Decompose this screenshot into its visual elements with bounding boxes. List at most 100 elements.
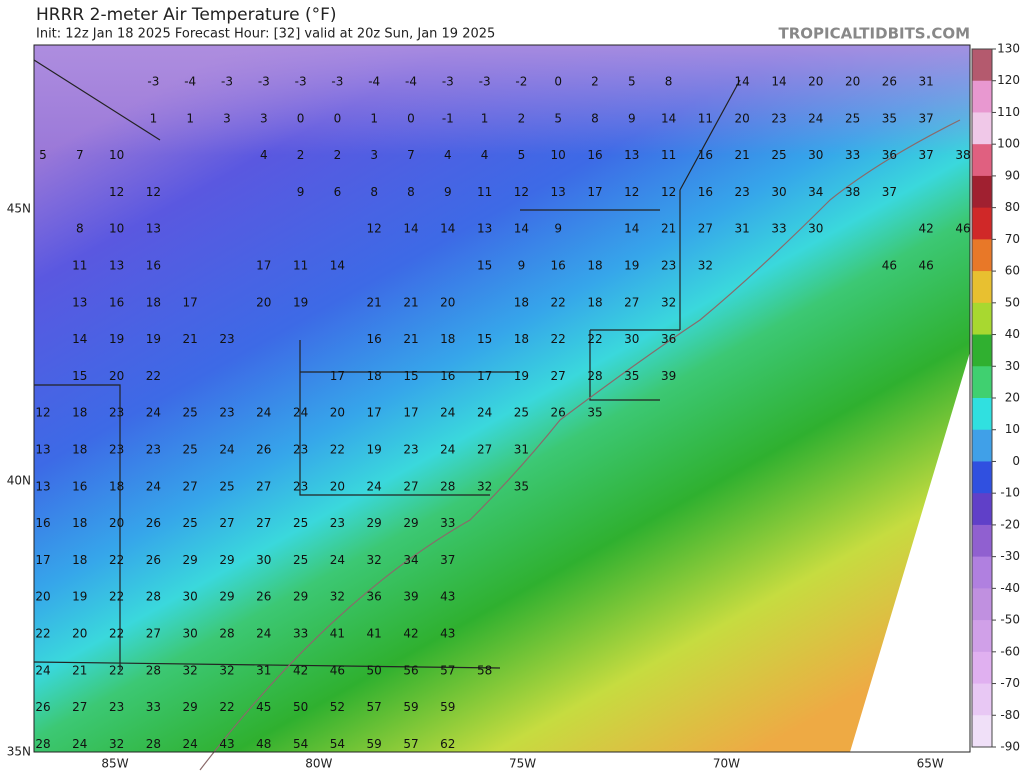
temperature-value: 31: [919, 75, 934, 89]
temperature-value: 14: [735, 75, 750, 89]
temperature-value: 46: [330, 663, 345, 677]
temperature-value: -3: [147, 75, 159, 89]
temperature-value: 19: [514, 369, 529, 383]
temperature-value: 18: [72, 406, 87, 420]
temperature-value: 18: [72, 553, 87, 567]
temperature-value: 59: [403, 700, 418, 714]
colorbar-segment: [972, 271, 992, 304]
map-frame: [33, 44, 971, 753]
temperature-value: 23: [293, 479, 308, 493]
temperature-value: 17: [183, 295, 198, 309]
temperature-value: 26: [146, 553, 161, 567]
temperature-value: 25: [771, 148, 786, 162]
temperature-value: 0: [554, 75, 562, 89]
no-data-area: [850, 352, 970, 752]
temperature-value: 16: [698, 148, 713, 162]
temperature-value: 28: [146, 737, 161, 751]
temperature-value: 37: [919, 148, 934, 162]
colorbar-segment: [972, 524, 992, 558]
temperature-value: 7: [407, 148, 415, 162]
temperature-value: 20: [35, 590, 50, 604]
temperature-value: 12: [624, 185, 639, 199]
temperature-value: 57: [367, 700, 382, 714]
temperature-value: 14: [771, 75, 786, 89]
temperature-value: 24: [72, 737, 87, 751]
temperature-value: 25: [183, 443, 198, 457]
temperature-value: 45: [256, 700, 271, 714]
colorbar-label: -70: [1000, 676, 1020, 690]
temperature-value: 12: [109, 185, 124, 199]
temperature-value: 23: [219, 406, 234, 420]
temperature-value: 46: [955, 222, 970, 236]
temperature-value: 41: [330, 627, 345, 641]
temperature-value: 35: [514, 479, 529, 493]
temperature-value: 15: [477, 259, 492, 273]
temperature-value: 6: [334, 185, 342, 199]
temperature-value: 32: [477, 479, 492, 493]
temperature-value: 13: [35, 443, 50, 457]
temperature-value: 25: [514, 406, 529, 420]
colorbar-segment: [972, 429, 992, 462]
colorbar-label: 50: [1005, 295, 1020, 309]
lat-label: 40N: [7, 474, 31, 488]
temperature-value: 58: [477, 663, 492, 677]
temperature-value: 42: [919, 222, 934, 236]
temperature-value: 13: [72, 295, 87, 309]
temperature-value: 50: [293, 700, 308, 714]
colorbar-segment: [972, 715, 992, 748]
temperature-value: 23: [330, 516, 345, 530]
temperature-value: 22: [587, 332, 602, 346]
temperature-value: 5: [39, 148, 47, 162]
temperature-value: 30: [771, 185, 786, 199]
colorbar-label: 10: [1005, 422, 1020, 436]
temperature-value: 25: [183, 406, 198, 420]
temperature-value: 54: [330, 737, 345, 751]
temperature-value: 19: [72, 590, 87, 604]
temperature-value: 38: [955, 148, 970, 162]
temperature-value: 18: [72, 443, 87, 457]
colorbar-label: 120: [997, 73, 1020, 87]
lon-label: 80W: [305, 757, 332, 771]
temperature-value: 26: [146, 516, 161, 530]
temperature-value: 11: [477, 185, 492, 199]
temperature-value: 29: [219, 590, 234, 604]
temperature-value: -3: [295, 75, 307, 89]
colorbar-label: -10: [1000, 486, 1020, 500]
temperature-value: 22: [109, 553, 124, 567]
temperature-value: 28: [35, 737, 50, 751]
temperature-value: 46: [882, 259, 897, 273]
temperature-value: 18: [72, 516, 87, 530]
temperature-value: 22: [219, 700, 234, 714]
temperature-value: 27: [256, 479, 271, 493]
colorbar-label: 40: [1005, 327, 1020, 341]
temperature-value: 34: [403, 553, 418, 567]
temperature-value: 15: [72, 369, 87, 383]
colorbar-segment: [972, 144, 992, 177]
temperature-value: 8: [370, 185, 378, 199]
temperature-value: 52: [330, 700, 345, 714]
temperature-value: 43: [440, 590, 455, 604]
temperature-value: 25: [293, 553, 308, 567]
temperature-value: 17: [35, 553, 50, 567]
temperature-value: 50: [367, 663, 382, 677]
colorbar-label: -90: [1000, 740, 1020, 754]
colorbar-label: -30: [1000, 549, 1020, 563]
temperature-value: 27: [146, 627, 161, 641]
colorbar-segment: [972, 366, 992, 399]
temperature-value: 15: [477, 332, 492, 346]
temperature-value: 22: [35, 627, 50, 641]
lon-label: 75W: [509, 757, 536, 771]
temperature-value: 20: [440, 295, 455, 309]
temperature-value: 3: [260, 111, 268, 125]
temperature-value: 10: [109, 148, 124, 162]
temperature-value: 9: [518, 259, 526, 273]
colorbar-label: 20: [1005, 391, 1020, 405]
temperature-value: 14: [440, 222, 455, 236]
temperature-value: 24: [808, 111, 823, 125]
temperature-value: 34: [808, 185, 823, 199]
temperature-value: 27: [219, 516, 234, 530]
temperature-value: 21: [367, 295, 382, 309]
temperature-value: 26: [551, 406, 566, 420]
temperature-value: 11: [661, 148, 676, 162]
